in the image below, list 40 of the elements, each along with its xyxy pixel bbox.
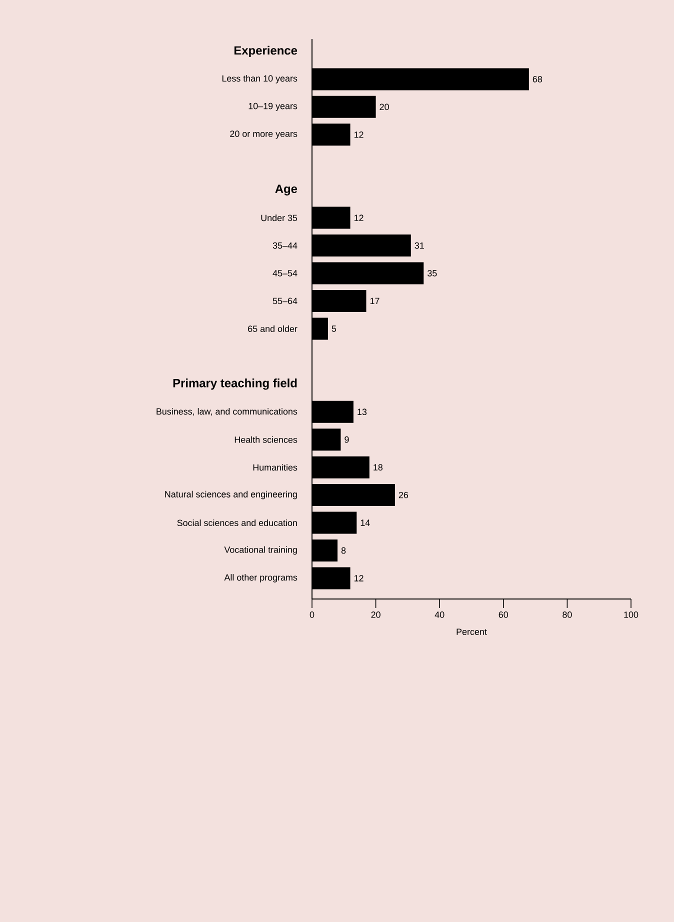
y-tick-label: 55–64 <box>272 298 298 304</box>
y-tick-label: Natural sciences and engineering <box>165 490 297 500</box>
data-label: 18 <box>374 464 383 470</box>
y-tick-label: Business, law, and communications <box>156 408 298 416</box>
x-tick-label: 100 <box>624 612 638 618</box>
data-label: 5 <box>332 326 336 332</box>
x-axis-title: Percent <box>456 628 487 635</box>
x-tick-label: 80 <box>562 612 572 618</box>
data-label: 17 <box>370 298 380 304</box>
y-tick-label: 20 or more years <box>230 130 298 139</box>
x-tick-label: 0 <box>310 612 314 618</box>
y-tick-label: All other programs <box>224 574 298 582</box>
data-label: 26 <box>398 492 408 498</box>
y-tick-label: Vocational training <box>224 546 297 555</box>
y-tick-label: 10–19 years <box>248 102 298 111</box>
y-tick-label: Primary teaching field <box>173 378 297 390</box>
y-tick-label: 65 and older <box>248 325 298 332</box>
data-label: 12 <box>354 132 364 138</box>
y-tick-label: Under 35 <box>261 214 298 222</box>
y-tick-label: 45–54 <box>272 270 298 276</box>
data-label: 13 <box>358 408 367 416</box>
data-label: 20 <box>380 104 389 110</box>
data-label: 12 <box>354 214 364 221</box>
y-tick-label: Experience <box>234 46 298 58</box>
y-tick-label: 35–44 <box>272 242 298 249</box>
data-label: 31 <box>414 242 424 249</box>
y-tick-label: Less than 10 years <box>222 75 298 84</box>
y-tick-label: Humanities <box>253 464 298 471</box>
data-label: 68 <box>532 76 542 82</box>
data-label: 35 <box>428 270 437 276</box>
y-tick-label: Health sciences <box>234 436 298 443</box>
data-label: 14 <box>360 520 370 526</box>
x-tick-label: 20 <box>371 612 380 618</box>
y-tick-label: Social sciences and education <box>177 519 297 526</box>
data-label: 12 <box>354 575 364 582</box>
y-tick-label: Age <box>275 184 298 196</box>
data-label: 8 <box>341 547 346 554</box>
x-tick-label: 60 <box>498 612 508 618</box>
x-tick-label: 40 <box>434 612 444 618</box>
data-label: 9 <box>344 436 349 443</box>
